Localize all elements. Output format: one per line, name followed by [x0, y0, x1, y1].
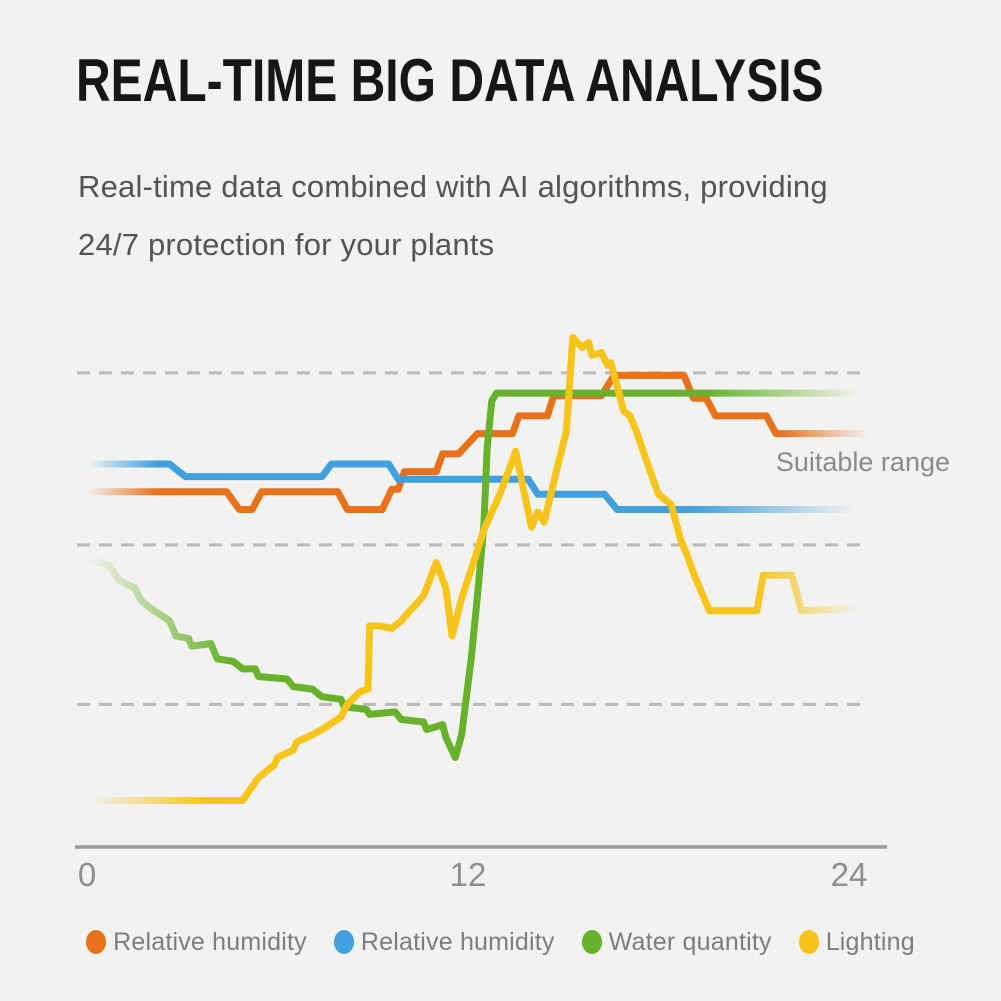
x-tick-label-12: 12	[450, 856, 487, 893]
legend-label: Relative humidity	[113, 927, 307, 956]
legend-label: Relative humidity	[360, 927, 555, 956]
x-tick-label-24: 24	[831, 856, 868, 893]
suitable-range-label: Suitable range	[776, 447, 950, 477]
series-line-water-quantity-2	[83, 389, 862, 761]
page-title: REAL-TIME BIG DATA ANALYSIS	[76, 47, 824, 114]
legend-dot	[86, 930, 107, 954]
series-line-lighting-3	[86, 334, 862, 804]
legend-item-water-quantity: Water quantity	[581, 927, 772, 957]
legend-dot	[798, 930, 819, 954]
legend-dot	[581, 930, 602, 954]
chart-legend: Relative humidity Relative humidity Wate…	[0, 922, 1001, 962]
legend-label: Water quantity	[608, 927, 772, 956]
page-subtitle: Real-time data combined with AI algorith…	[78, 158, 828, 274]
legend-item-humidity-b: Relative humidity	[333, 927, 555, 957]
series-line-relative-humidity-1	[83, 460, 859, 513]
legend-item-lighting: Lighting	[798, 927, 915, 957]
subtitle-line-2: 24/7 protection for your plants	[78, 227, 495, 262]
legend-item-humidity-a: Relative humidity	[86, 928, 307, 957]
subtitle-line-1: Real-time data combined with AI algorith…	[78, 169, 828, 204]
series-line-relative-humidity-0	[83, 371, 872, 513]
legend-label: Lighting	[825, 927, 915, 956]
x-tick-label-0: 0	[78, 856, 96, 893]
legend-dot	[333, 930, 354, 954]
